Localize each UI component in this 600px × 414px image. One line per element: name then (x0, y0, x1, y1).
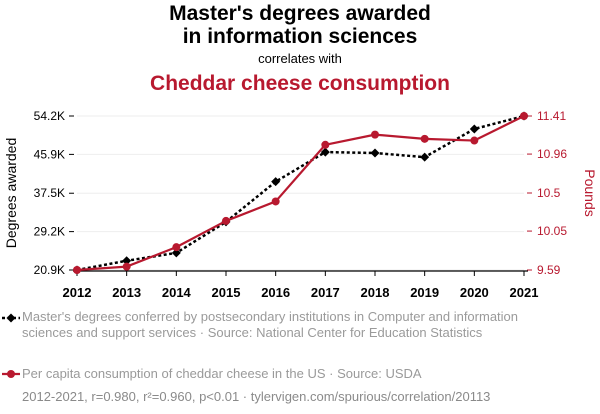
x-tick-label: 2021 (510, 285, 539, 300)
x-tick-label: 2018 (361, 285, 390, 300)
y-right-axis-label: Pounds (582, 169, 598, 216)
data-point-degrees (320, 147, 330, 157)
y-left-tick-label: 54.2K (34, 109, 65, 123)
y-right-tick-label: 11.41 (537, 109, 566, 123)
series-line-cheddar (76, 115, 525, 272)
x-tick-label: 2017 (311, 285, 340, 300)
data-point-cheddar (321, 140, 330, 149)
y-right-tick-label: 9.59 (537, 263, 561, 277)
data-point-cheddar (73, 266, 81, 274)
data-point-cheddar (371, 130, 379, 139)
x-tick-label: 2012 (63, 285, 92, 300)
series-line-degrees (76, 114, 525, 272)
x-tick-label: 2015 (212, 285, 241, 300)
data-point-cheddar (520, 112, 528, 120)
data-point-degrees (171, 248, 181, 258)
x-tick-label: 2016 (261, 285, 290, 300)
chart-title-2: Cheddar cheese consumption (150, 72, 450, 95)
title-block: Master's degrees awarded in information … (0, 2, 600, 96)
data-point-degrees (420, 152, 430, 162)
y-right-tick-label: 10.96 (537, 147, 567, 161)
legend-text-degrees: Master's degrees conferred by postsecond… (22, 309, 519, 340)
y-left-tick-label: 29.2K (34, 225, 65, 239)
legend-text-cheddar: Per capita consumption of cheddar cheese… (22, 366, 422, 381)
data-point-degrees (370, 148, 380, 158)
legend-marker-cheddar (7, 370, 15, 378)
data-point-cheddar (420, 134, 429, 143)
y-left-tick-label: 45.9K (34, 147, 65, 161)
y-right-tick-label: 10.5 (537, 186, 561, 200)
data-point-degrees (122, 256, 132, 266)
data-point-cheddar (122, 262, 131, 271)
x-tick-label: 2019 (410, 285, 439, 300)
chart-subtitle: correlates with (258, 51, 342, 66)
footer-note: 2012-2021, r=0.980, r²=0.960, p<0.01 · t… (22, 389, 491, 404)
chart-title-line1: Master's degrees awarded (169, 2, 431, 25)
x-tick-label: 2020 (460, 285, 489, 300)
y-left-axis-label: Degrees awarded (3, 138, 19, 249)
y-left-tick-label: 37.5K (34, 186, 65, 200)
x-tick-label: 2013 (112, 285, 141, 300)
data-point-degrees (271, 177, 281, 187)
data-point-degrees (469, 124, 479, 134)
legend-marker-degrees (6, 313, 16, 323)
data-point-cheddar (470, 136, 479, 145)
data-point-cheddar (271, 197, 280, 206)
data-point-cheddar (172, 243, 181, 252)
x-tick-label: 2014 (162, 285, 192, 300)
chart-title-line2: in information sciences (182, 25, 418, 48)
y-right-tick-label: 10.05 (537, 224, 567, 238)
data-point-cheddar (222, 216, 230, 225)
y-left-tick-label: 20.9K (34, 263, 65, 277)
